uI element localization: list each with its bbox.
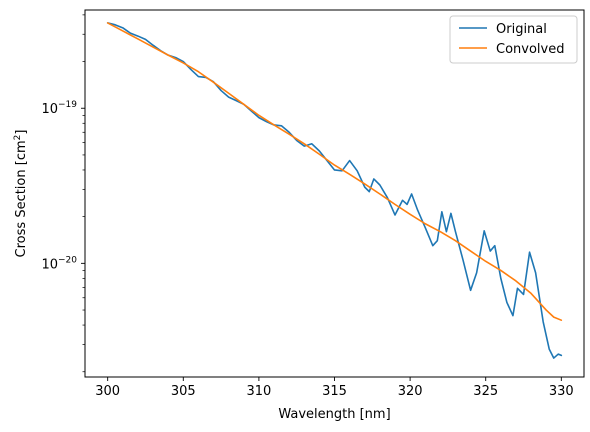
x-tick-label-330: 330 — [549, 384, 574, 399]
y-axis-label-superscript: 2 — [13, 135, 23, 141]
y-tick-label: 10−20 — [41, 255, 77, 272]
legend-label-original: Original — [496, 22, 547, 37]
y-tick-mantissa: 10 — [41, 257, 58, 272]
y-axis-label-base: Cross Section [cm — [14, 140, 29, 257]
x-tick-label-300: 300 — [95, 384, 120, 399]
legend-label-convolved: Convolved — [496, 42, 564, 57]
y-axis-label: Cross Section [cm2] — [13, 130, 29, 258]
y-tick-exponent: −20 — [58, 255, 77, 265]
series-layer — [106, 22, 563, 359]
legend: Original Convolved — [449, 15, 578, 64]
y-tick-exponent: −19 — [58, 100, 77, 110]
x-tick-label-320: 320 — [398, 384, 423, 399]
x-axis: 300 305 310 315 320 325 330 — [95, 377, 574, 399]
series-line-convolved — [106, 22, 563, 321]
x-tick-label-305: 305 — [171, 384, 196, 399]
y-axis-label-end: ] — [14, 130, 29, 135]
x-axis-label: Wavelength [nm] — [278, 407, 390, 422]
series-line-original — [106, 22, 563, 359]
y-tick-mantissa: 10 — [41, 102, 58, 117]
x-tick-label-310: 310 — [246, 384, 271, 399]
x-tick-label-325: 325 — [473, 384, 498, 399]
y-tick-label: 10−19 — [41, 100, 77, 117]
x-tick-label-315: 315 — [322, 384, 347, 399]
